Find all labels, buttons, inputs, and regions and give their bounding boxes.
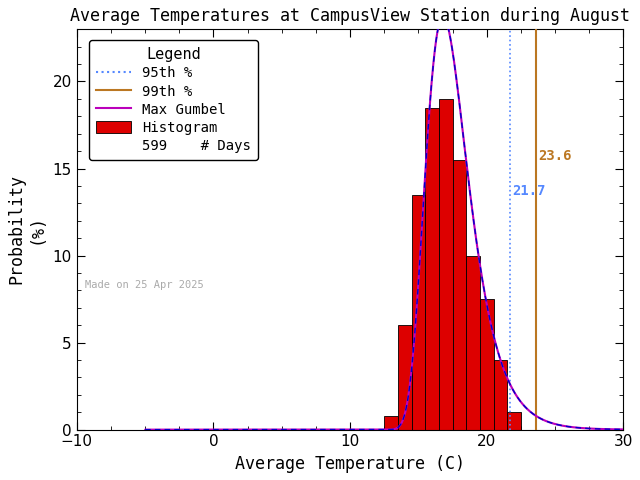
Legend: 95th %, 99th %, Max Gumbel, Histogram, 599    # Days: 95th %, 99th %, Max Gumbel, Histogram, 5… [89,40,258,160]
Bar [493,360,508,430]
Bar [508,412,521,430]
Text: 21.7: 21.7 [512,184,545,198]
Y-axis label: Probability
(%): Probability (%) [7,174,45,285]
Bar [439,99,452,430]
Text: 23.6: 23.6 [538,149,572,163]
Text: Made on 25 Apr 2025: Made on 25 Apr 2025 [85,279,204,289]
Bar [425,108,439,430]
Bar [384,416,398,430]
Title: Average Temperatures at CampusView Station during August: Average Temperatures at CampusView Stati… [70,7,630,25]
Bar [466,255,480,430]
Bar [398,325,412,430]
Bar [480,299,493,430]
Bar [452,160,466,430]
Bar [412,195,425,430]
X-axis label: Average Temperature (C): Average Temperature (C) [235,455,465,473]
